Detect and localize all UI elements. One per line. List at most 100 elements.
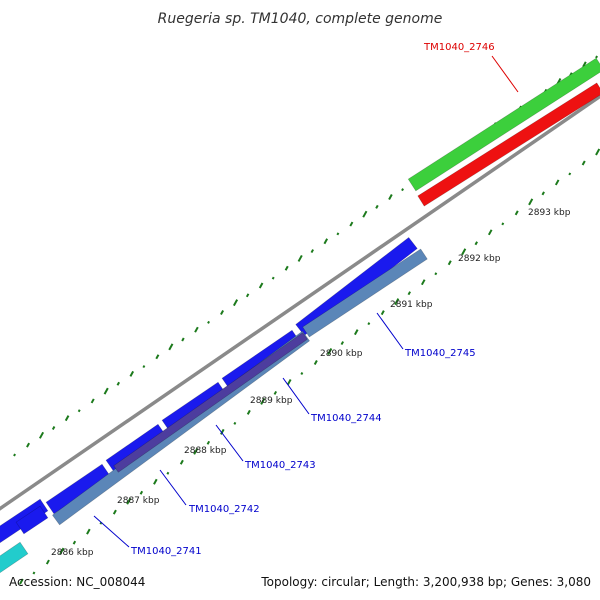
gc-tick [90, 398, 95, 404]
gc-tick [51, 425, 56, 430]
gc-tick [139, 490, 144, 495]
gc-tick [193, 447, 199, 455]
gc-tick [501, 222, 505, 226]
map-title: Ruegeria sp. TM1040, complete genome [158, 11, 443, 27]
gene-leader-line [93, 515, 130, 548]
gc-tick [232, 299, 239, 307]
gc-tick [181, 337, 185, 342]
gc-tick [112, 509, 117, 515]
gc-tick [313, 360, 318, 365]
gc-tick [207, 320, 210, 324]
gc-tick [388, 194, 393, 200]
forward-cds-bar[interactable] [221, 329, 301, 391]
gc-tick [129, 370, 135, 377]
gc-tick [434, 272, 438, 276]
gc-tick [394, 298, 400, 306]
reverse-cds-bar[interactable] [302, 248, 428, 338]
gc-tick [194, 326, 199, 333]
kbp-label: 2887 kbp [117, 496, 160, 506]
gc-tick [474, 241, 478, 246]
gc-tick [116, 381, 120, 386]
gc-tick [287, 378, 292, 385]
gc-tick [595, 148, 600, 156]
gc-tick [375, 204, 379, 209]
label-leaders [93, 55, 519, 548]
forward-cds-bar[interactable] [15, 505, 49, 535]
kbp-label: 2891 kbp [390, 300, 433, 310]
kbp-label: 2892 kbp [458, 254, 501, 264]
gc-tick [362, 210, 368, 218]
gc-tick [179, 459, 184, 465]
gene-leader-line [215, 424, 244, 462]
gc-tick [32, 571, 36, 575]
genome-backbone [0, 94, 600, 511]
gc-tick [155, 354, 160, 360]
gc-tick [26, 442, 31, 448]
highlight-forward-bar[interactable] [407, 57, 600, 192]
gc-tick [461, 248, 467, 256]
gc-tick [168, 343, 174, 351]
gc-tick [142, 365, 146, 369]
gc-tick [126, 497, 132, 505]
gc-tick [38, 431, 45, 439]
gc-tick [300, 372, 304, 375]
gene-label[interactable]: TM1040_2742 [188, 504, 260, 515]
gc-tick [297, 254, 303, 262]
gc-tick [166, 471, 170, 475]
gc-tick [323, 238, 329, 245]
gc-tick [246, 409, 251, 415]
gc-tick [554, 179, 560, 186]
gc-tick [336, 232, 340, 236]
gc-tick [19, 578, 24, 585]
gene-label[interactable]: TM1040_2743 [244, 460, 316, 471]
gc-tick [13, 453, 16, 457]
accession-text: Accession: NC_008044 [9, 575, 145, 589]
gc-tick [401, 188, 404, 192]
kbp-label: 2893 kbp [528, 208, 571, 218]
gene-leader-line [376, 312, 404, 350]
gc-tick [86, 528, 91, 535]
gc-tick [487, 229, 493, 236]
gc-tick [64, 415, 70, 422]
gc-tick [72, 540, 77, 545]
gc-tick [260, 397, 266, 405]
gc-tick [581, 160, 586, 166]
gc-tick [77, 409, 81, 413]
kbp-label: 2886 kbp [51, 548, 94, 558]
gc-tick [233, 421, 237, 425]
gene-leader-line [159, 469, 187, 506]
gc-tick [206, 440, 211, 445]
gc-tick [220, 310, 225, 315]
gc-tick [103, 387, 109, 395]
gene-leader-line [491, 55, 519, 93]
gc-tick [340, 341, 345, 346]
gene-label[interactable]: TM1040_2741 [130, 546, 202, 557]
highlight-reverse-bar[interactable] [417, 82, 600, 207]
rna-bar[interactable] [0, 541, 29, 574]
gc-tick [220, 428, 225, 435]
gc-tick [380, 310, 385, 316]
gc-tick [514, 210, 519, 216]
label-layer: 2886 kbp 2887 kbp 2888 kbp 2889 kbp 2890 kbp… [51, 42, 571, 558]
gc-tick [258, 282, 264, 289]
summary-text: Topology: circular; Length: 3,200,938 bp… [260, 575, 591, 589]
gc-tick [327, 348, 333, 356]
gc-tick [59, 547, 65, 555]
gene-leader-line [282, 377, 310, 415]
gc-tick [273, 390, 278, 395]
gc-tick [271, 276, 275, 280]
gene-label[interactable]: TM1040_2746 [423, 42, 495, 53]
gc-tick [284, 265, 289, 271]
gene-label[interactable]: TM1040_2745 [404, 348, 476, 359]
gc-tick [528, 198, 534, 206]
gc-tick [595, 55, 598, 59]
kbp-label: 2890 kbp [320, 349, 363, 359]
gc-tick [582, 61, 587, 68]
gc-tick [420, 279, 426, 286]
reverse-cds-overlap[interactable] [113, 332, 308, 473]
kbp-label: 2888 kbp [184, 446, 227, 456]
gc-tick [407, 291, 411, 296]
gc-tick [367, 322, 371, 326]
gene-label[interactable]: TM1040_2744 [310, 413, 382, 424]
